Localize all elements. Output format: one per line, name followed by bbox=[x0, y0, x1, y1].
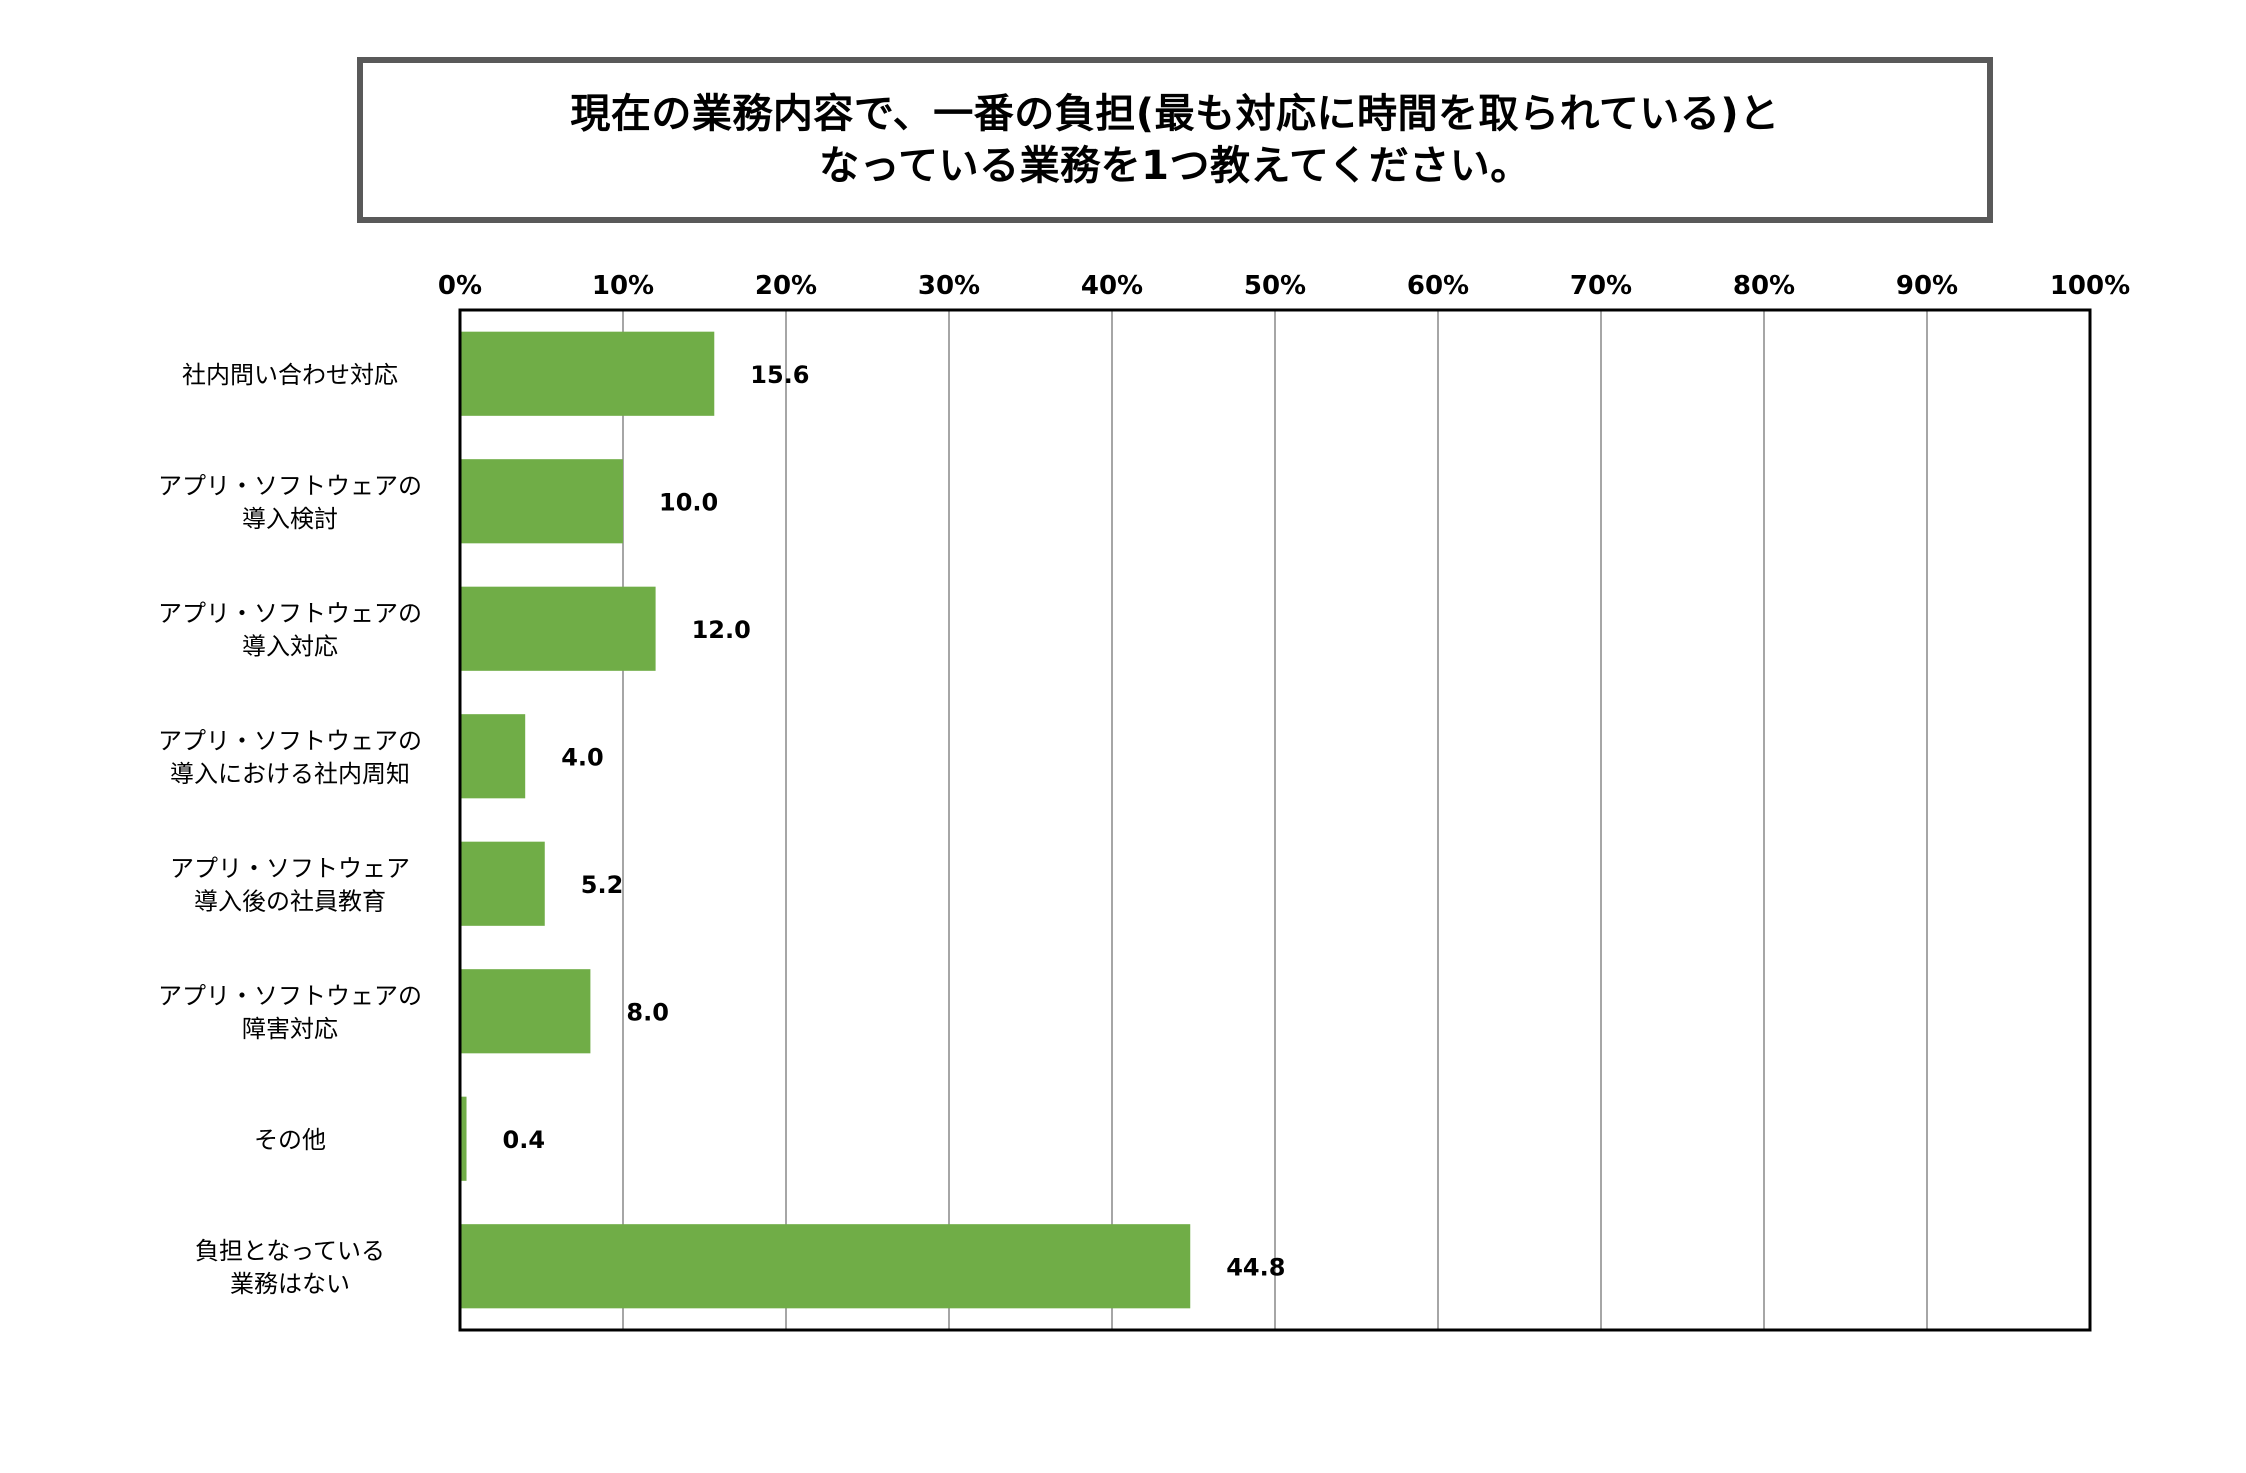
plot-frame bbox=[458, 308, 2092, 1332]
category-label-line: 導入対応 bbox=[242, 632, 338, 660]
data-label: 0.4 bbox=[503, 1126, 546, 1154]
category-label: 社内問い合わせ対応 bbox=[182, 361, 398, 389]
category-label-line: アプリ・ソフトウェアの bbox=[158, 982, 422, 1010]
category-label-line: その他 bbox=[254, 1126, 326, 1154]
category-label-line: アプリ・ソフトウェアの bbox=[158, 727, 422, 755]
chart-title-line-1: 現在の業務内容で、一番の負担(最も対応に時間を取られている)と bbox=[570, 91, 1780, 137]
x-tick-label: 30% bbox=[918, 271, 980, 301]
x-tick-label: 90% bbox=[1896, 271, 1958, 301]
category-label-line: 導入における社内周知 bbox=[170, 760, 410, 788]
data-label: 4.0 bbox=[561, 743, 604, 771]
chart-title-line-2: なっている業務を1つ教えてください。 bbox=[819, 143, 1531, 189]
x-axis-ticks: 0% 10% 20% 30% 40% 50% 60% 70% 80% 90% 100% bbox=[438, 271, 2130, 301]
x-tick-label: 100% bbox=[2050, 271, 2130, 301]
category-label-line: 業務はない bbox=[230, 1270, 350, 1298]
x-tick-label: 70% bbox=[1570, 271, 1632, 301]
bar bbox=[460, 969, 591, 1054]
bar bbox=[460, 1224, 1191, 1309]
bar bbox=[460, 459, 623, 544]
category-label-line: 導入検討 bbox=[242, 505, 338, 533]
category-label-line: アプリ・ソフトウェアの bbox=[158, 599, 422, 627]
category-label: アプリ・ソフトウェアの障害対応 bbox=[158, 982, 422, 1043]
category-label-line: アプリ・ソフトウェアの bbox=[158, 472, 422, 500]
value-labels: 15.6 10.0 12.0 4.0 5.2 8.0 0.4 44.8 bbox=[503, 361, 1286, 1282]
data-label: 12.0 bbox=[692, 616, 751, 644]
category-label: 負担となっている業務はない bbox=[195, 1237, 385, 1298]
category-label-line: 導入後の社員教育 bbox=[194, 887, 386, 915]
category-label: アプリ・ソフトウェアの導入対応 bbox=[158, 599, 422, 660]
bar bbox=[460, 1096, 467, 1181]
category-label-line: 障害対応 bbox=[242, 1015, 338, 1043]
x-tick-label: 20% bbox=[755, 271, 817, 301]
category-label: アプリ・ソフトウェア導入後の社員教育 bbox=[170, 854, 410, 915]
x-tick-label: 40% bbox=[1081, 271, 1143, 301]
category-label: アプリ・ソフトウェアの導入における社内周知 bbox=[158, 727, 422, 788]
x-tick-label: 60% bbox=[1407, 271, 1469, 301]
x-tick-label: 10% bbox=[592, 271, 654, 301]
x-tick-label: 50% bbox=[1244, 271, 1306, 301]
bar bbox=[460, 714, 526, 799]
data-label: 5.2 bbox=[581, 871, 624, 899]
category-label-line: 負担となっている bbox=[195, 1237, 385, 1265]
bar bbox=[460, 586, 656, 671]
category-label-line: アプリ・ソフトウェア bbox=[170, 854, 410, 882]
bar bbox=[460, 331, 715, 416]
data-label: 15.6 bbox=[750, 361, 809, 389]
category-labels: 社内問い合わせ対応アプリ・ソフトウェアの導入検討アプリ・ソフトウェアの導入対応ア… bbox=[158, 361, 422, 1298]
data-label: 8.0 bbox=[626, 998, 669, 1026]
bar bbox=[460, 841, 545, 926]
gridlines bbox=[622, 310, 1928, 1330]
category-label-line: 社内問い合わせ対応 bbox=[182, 361, 398, 389]
chart-title-box: 現在の業務内容で、一番の負担(最も対応に時間を取られている)と なっている業務を… bbox=[357, 57, 1993, 223]
category-label: その他 bbox=[254, 1126, 326, 1154]
bars bbox=[460, 331, 1191, 1309]
data-label: 10.0 bbox=[659, 488, 718, 516]
x-tick-label: 80% bbox=[1733, 271, 1795, 301]
plot-border bbox=[458, 308, 2092, 1332]
category-label: アプリ・ソフトウェアの導入検討 bbox=[158, 472, 422, 533]
data-label: 44.8 bbox=[1226, 1253, 1285, 1281]
x-tick-label: 0% bbox=[438, 271, 482, 301]
